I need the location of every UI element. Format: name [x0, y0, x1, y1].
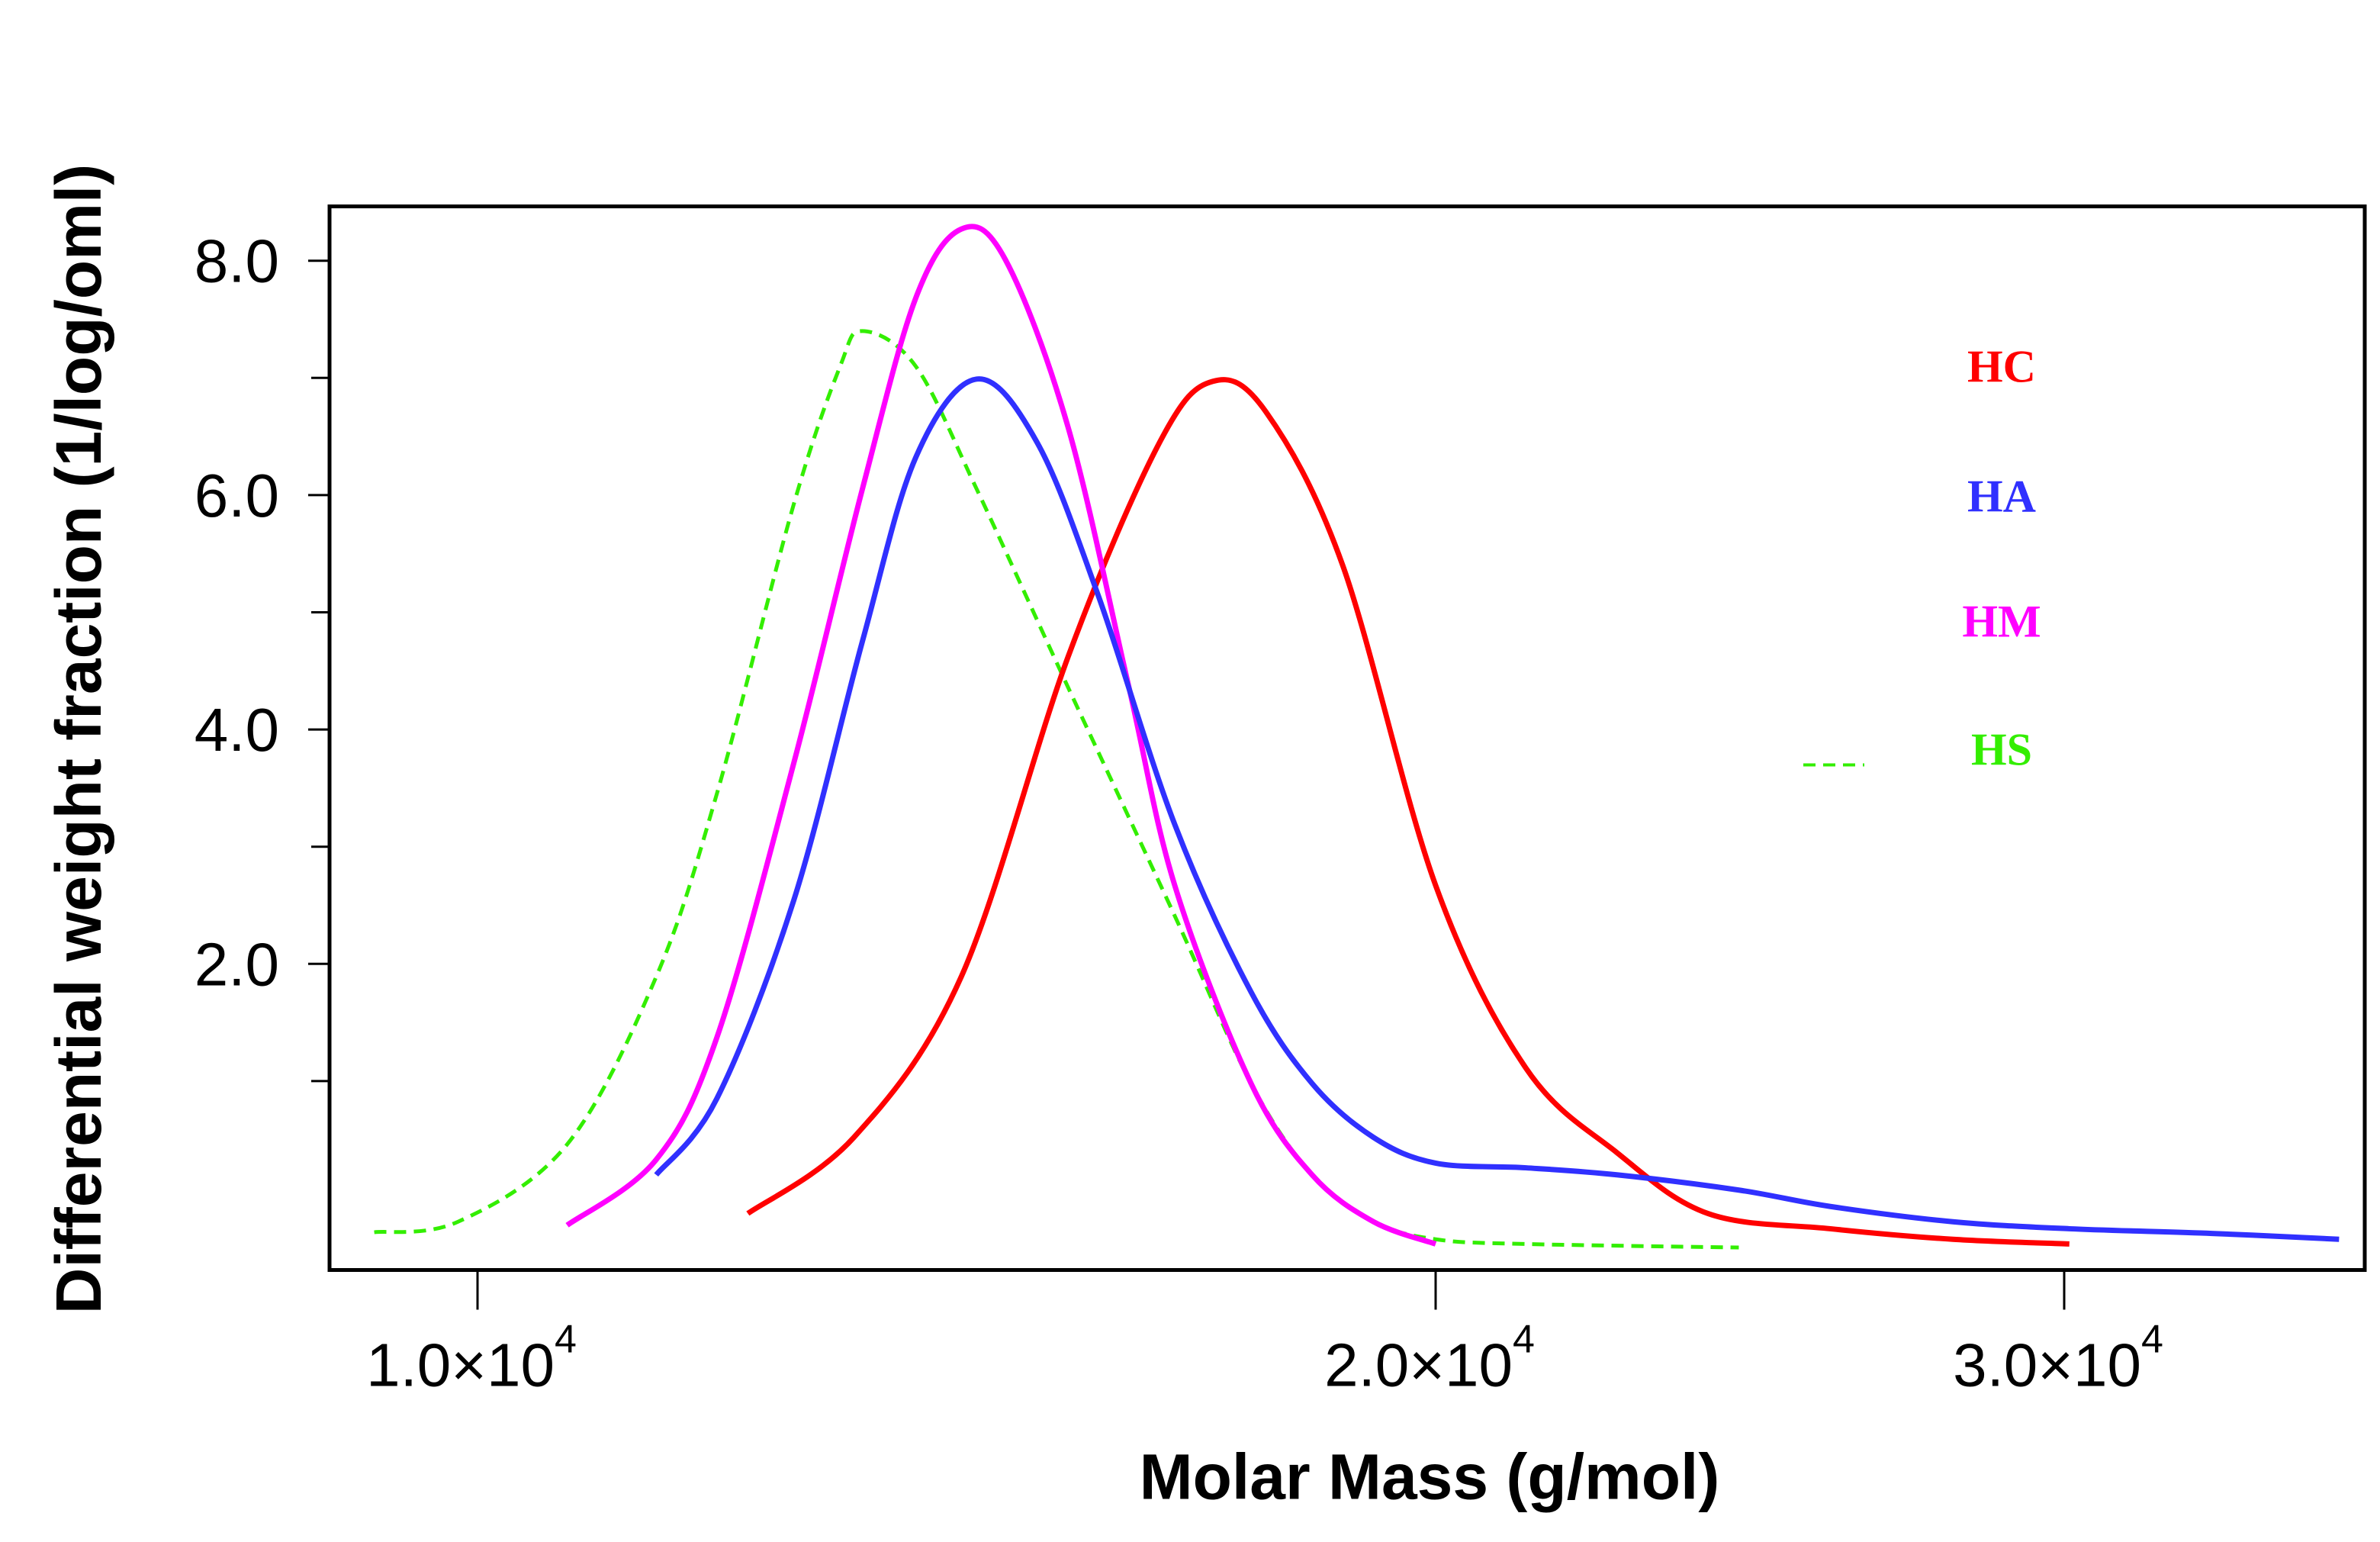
y-tick-label: 2.0 — [195, 930, 279, 998]
y-tick-label: 6.0 — [195, 462, 279, 530]
legend-label-hs: HS — [1971, 725, 2032, 775]
y-tick-label: 4.0 — [195, 696, 279, 764]
legend-label-hc: HC — [1967, 342, 2036, 392]
x-axis: 1.0×104 2.0×104 3.0×104 — [366, 1270, 2163, 1399]
x-tick-mantissa: 3.0×10 — [1953, 1331, 2141, 1399]
y-axis-title: Differential weight fraction (1/log/oml) — [43, 164, 114, 1314]
plot-frame — [327, 204, 2367, 1272]
series-line-ha — [654, 376, 2340, 1242]
x-tick-exponent: 4 — [2141, 1318, 2163, 1362]
x-tick-exponent: 4 — [555, 1318, 577, 1362]
y-tick-label: 8.0 — [195, 227, 279, 295]
x-tick-mantissa: 1.0×10 — [366, 1331, 555, 1399]
y-axis: 2.0 4.0 6.0 8.0 — [195, 227, 330, 1083]
series-curves — [374, 224, 2340, 1250]
series-line-hm — [565, 224, 1437, 1247]
x-axis-title: Molar Mass (g/mol) — [1140, 1441, 1720, 1513]
legend-label-ha: HA — [1967, 472, 2036, 522]
legend: HC HA HM HS — [1803, 342, 2041, 775]
x-tick-mantissa: 2.0×10 — [1324, 1331, 1513, 1399]
x-tick-exponent: 4 — [1513, 1318, 1535, 1362]
x-tick-label: 1.0×104 — [366, 1318, 577, 1399]
x-tick-label: 2.0×104 — [1324, 1318, 1535, 1399]
series-line-hs — [374, 329, 1739, 1250]
x-tick-label: 3.0×104 — [1953, 1318, 2163, 1399]
series-line-hc — [746, 377, 2070, 1247]
legend-label-hm: HM — [1962, 597, 2041, 647]
